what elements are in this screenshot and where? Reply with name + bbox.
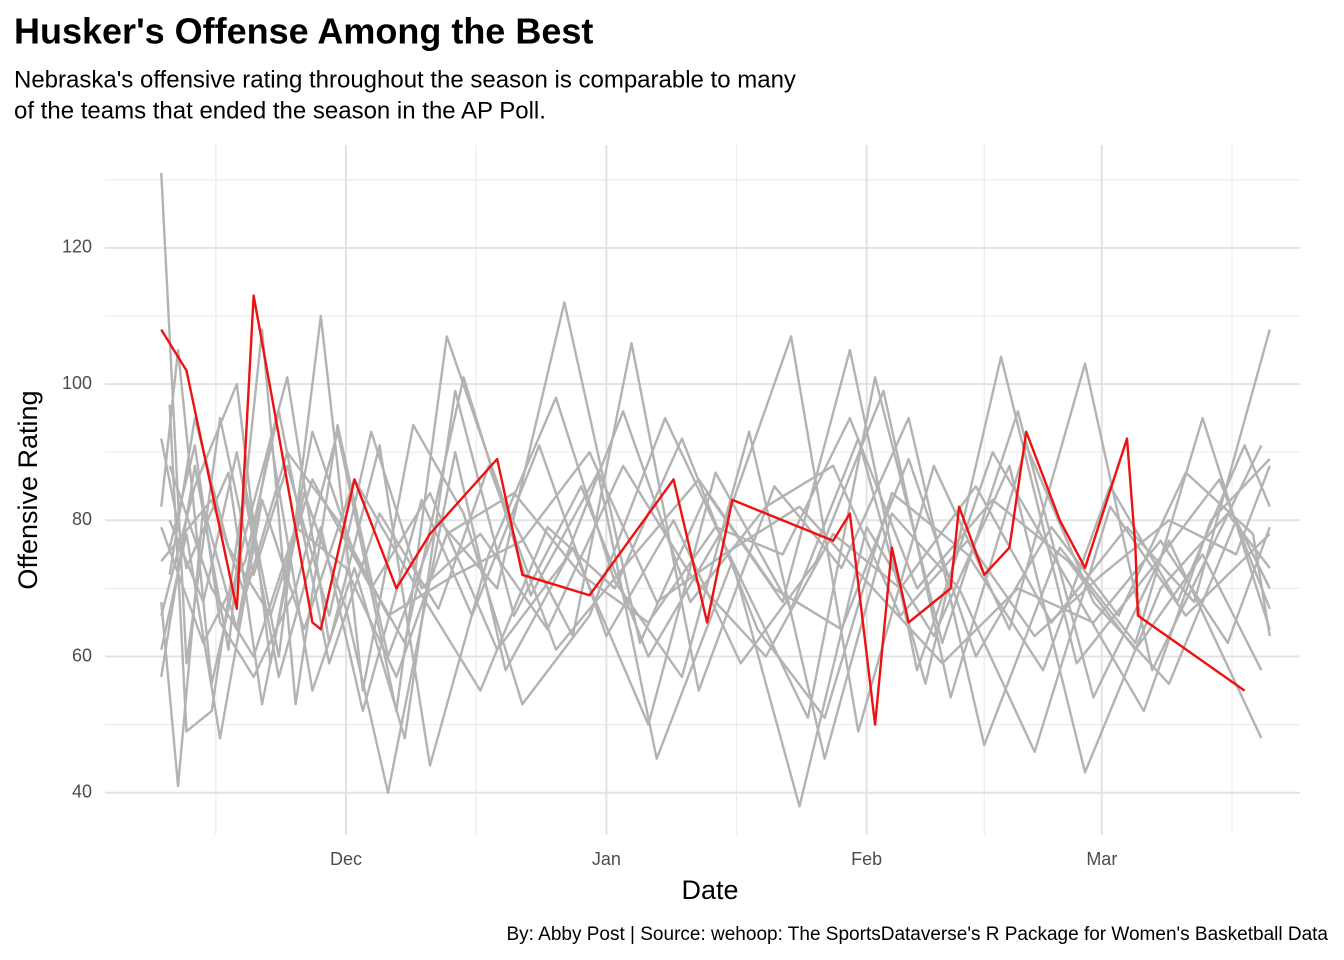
chart-subtitle: of the teams that ended the season in th… [14, 97, 546, 124]
y-tick-label: 40 [72, 782, 92, 802]
series-line [160, 294, 1246, 726]
x-tick-label: Feb [851, 849, 882, 869]
y-axis-label: Offensive Rating [13, 390, 43, 589]
y-tick-label: 120 [62, 237, 92, 257]
chart-title: Husker's Offense Among the Best [14, 11, 593, 52]
series-line [160, 335, 1263, 788]
x-tick-label: Jan [592, 849, 621, 869]
y-tick-label: 100 [62, 373, 92, 393]
x-tick-label: Mar [1086, 849, 1117, 869]
y-tick-label: 80 [72, 509, 92, 529]
series-line [160, 451, 1271, 665]
series-line [168, 410, 1271, 651]
x-tick-label: Dec [330, 849, 362, 869]
y-tick-label: 60 [72, 645, 92, 665]
series-line [168, 389, 1271, 713]
chart-subtitle: Nebraska's offensive rating throughout t… [14, 66, 796, 93]
series-line [160, 376, 1271, 808]
lines [160, 172, 1271, 808]
caption: By: Abby Post | Source: wehoop: The Spor… [506, 924, 1328, 945]
x-axis-label: Date [681, 875, 738, 905]
